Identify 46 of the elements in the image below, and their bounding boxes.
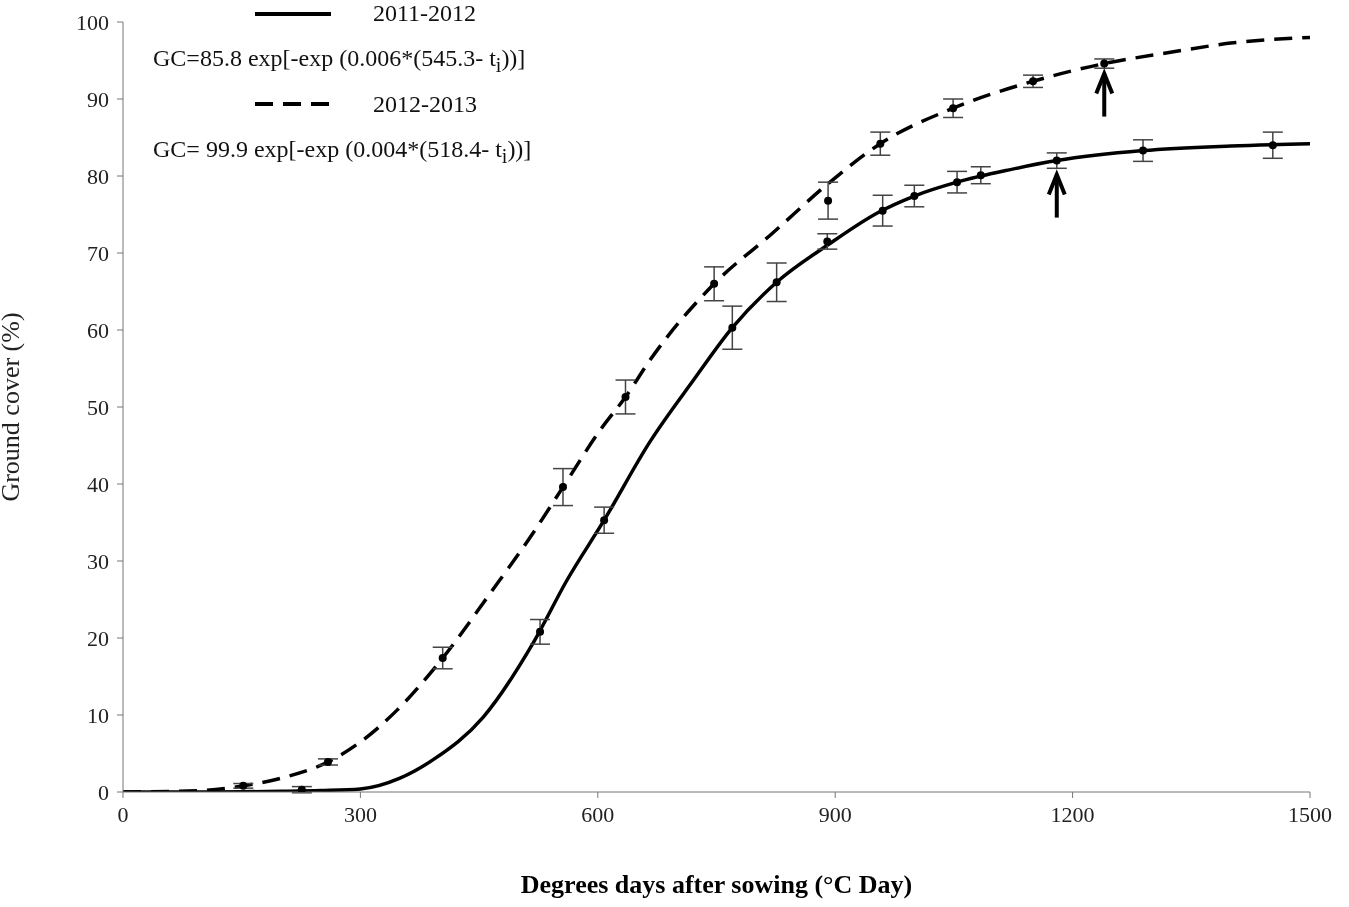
- y-tick-label: 80: [87, 163, 109, 189]
- point: [876, 139, 885, 148]
- y-tick-label: 30: [87, 548, 109, 574]
- y-tick-label: 60: [87, 317, 109, 343]
- point: [824, 196, 833, 205]
- point: [953, 178, 962, 187]
- point: [621, 392, 630, 401]
- annotation: GC= 99.9 exp[-exp (0.004*(518.4- t$_{i}$))]: [153, 135, 532, 168]
- point: [323, 757, 332, 766]
- x-axis-title: Degrees days after sowing (°C Day): [520, 870, 913, 899]
- x-tick-label: 1200: [1050, 801, 1095, 827]
- point: [976, 171, 985, 180]
- y-tick-label: 100: [76, 9, 109, 35]
- point: [438, 654, 447, 663]
- y-tick-label: 70: [87, 240, 109, 266]
- point: [1100, 59, 1109, 68]
- point: [823, 237, 832, 246]
- y-tick-label: 20: [87, 625, 109, 651]
- legend-label: 2011-2012: [373, 0, 477, 27]
- x-tick-label: 600: [581, 801, 615, 827]
- point: [728, 323, 737, 332]
- point: [297, 785, 306, 792]
- annotation: GC=85.8 exp[-exp (0.006*(545.3- t$_{i}$))]: [153, 45, 527, 77]
- y-tick-label: 40: [87, 471, 109, 497]
- x-tick-label: 300: [343, 801, 377, 827]
- y-tick-label: 90: [87, 86, 109, 112]
- legend-label: 2012-2013: [373, 90, 477, 118]
- y-tick-label: 10: [87, 702, 109, 728]
- point: [878, 206, 887, 215]
- point: [710, 279, 719, 288]
- point: [600, 516, 609, 525]
- point: [536, 627, 545, 636]
- point: [1268, 141, 1277, 150]
- point: [1052, 156, 1061, 165]
- x-tick-label: 1500: [1288, 801, 1332, 827]
- y-tick-label: 50: [87, 394, 109, 420]
- point: [1139, 146, 1148, 155]
- y-tick-label: 0: [98, 779, 109, 805]
- point: [910, 192, 919, 201]
- point: [772, 278, 781, 287]
- x-tick-label: 0: [117, 801, 129, 827]
- point: [949, 104, 958, 113]
- point: [1029, 77, 1038, 86]
- point: [558, 483, 567, 492]
- y-axis-title: Ground cover (%): [0, 312, 26, 502]
- x-tick-label: 900: [818, 801, 852, 827]
